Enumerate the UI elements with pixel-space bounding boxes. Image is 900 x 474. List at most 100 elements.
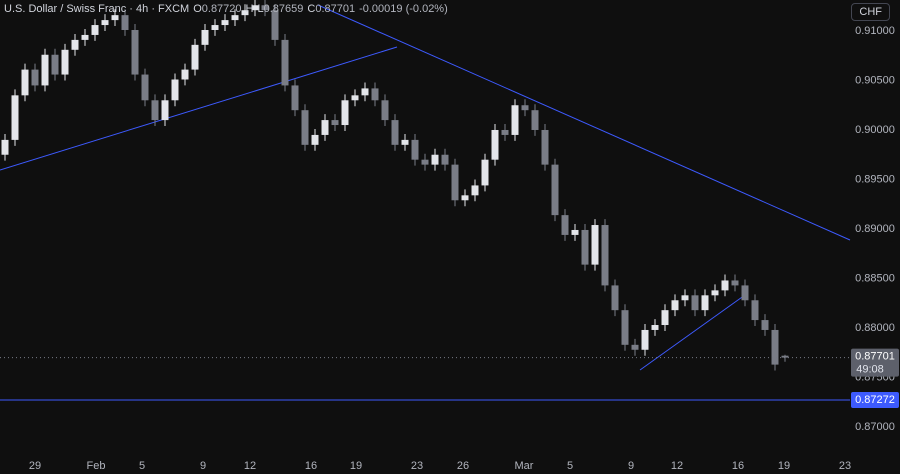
candle-body bbox=[471, 185, 479, 196]
candle-body bbox=[221, 20, 229, 26]
candle-body bbox=[501, 129, 509, 135]
candle-body bbox=[621, 310, 629, 345]
candle-body bbox=[321, 120, 329, 135]
y-tick-label: 0.89000 bbox=[855, 223, 895, 235]
candle-body bbox=[211, 25, 219, 30]
legend-value: 0.87720 bbox=[201, 3, 242, 15]
candle-body bbox=[31, 69, 39, 86]
candle-body bbox=[1, 139, 9, 155]
x-tick-label: 16 bbox=[732, 460, 744, 472]
candle-body bbox=[551, 164, 559, 216]
x-tick-label: 9 bbox=[200, 460, 206, 472]
x-tick-label: 29 bbox=[29, 460, 41, 472]
symbol: U.S. Dollar / Swiss Franc · 4h · FXCM bbox=[4, 3, 190, 15]
candle-body bbox=[641, 329, 649, 350]
candle-body bbox=[381, 100, 389, 121]
legend-item: C0.87701 bbox=[307, 3, 355, 15]
candle-body bbox=[451, 164, 459, 201]
candle-body bbox=[351, 95, 359, 101]
candle-body bbox=[561, 215, 569, 235]
candle-body bbox=[581, 229, 589, 265]
candle-body bbox=[121, 15, 129, 30]
candle-body bbox=[81, 34, 89, 40]
level-label: 0.87272 bbox=[855, 394, 895, 406]
candle-body bbox=[101, 20, 109, 26]
candle-body bbox=[691, 295, 699, 311]
candle-body bbox=[681, 295, 689, 301]
legend-label: O bbox=[193, 3, 202, 15]
currency-button[interactable]: CHF bbox=[851, 3, 890, 21]
last-price-label: 0.87701 bbox=[855, 350, 895, 362]
x-tick-label: 5 bbox=[567, 460, 573, 472]
x-tick-label: 26 bbox=[457, 460, 469, 472]
x-tick-label: 16 bbox=[305, 460, 317, 472]
y-tick-label: 0.90000 bbox=[855, 124, 895, 136]
countdown: 49:08 bbox=[856, 363, 884, 375]
x-tick-label: 12 bbox=[671, 460, 683, 472]
candle-body bbox=[461, 195, 469, 201]
candle-body bbox=[481, 159, 489, 186]
candle-body bbox=[161, 100, 169, 121]
candle-body bbox=[391, 120, 399, 145]
legend-change: -0.00019 (-0.02%) bbox=[359, 3, 448, 15]
legend-label: L bbox=[257, 3, 264, 15]
x-tick-label: 19 bbox=[778, 460, 790, 472]
candle-body bbox=[361, 88, 369, 96]
candle-body bbox=[41, 54, 49, 86]
candle-body bbox=[21, 69, 29, 96]
candle-body bbox=[601, 225, 609, 286]
legend-label: H bbox=[245, 3, 254, 15]
legend-value: 0.87701 bbox=[315, 3, 356, 15]
candle-body bbox=[491, 129, 499, 160]
candle-body bbox=[571, 229, 579, 235]
candle-body bbox=[371, 88, 379, 101]
candle-body bbox=[431, 154, 439, 165]
y-tick-label: 0.89500 bbox=[855, 173, 895, 185]
candle-body bbox=[231, 15, 239, 21]
candle-body bbox=[781, 355, 789, 358]
trend-line bbox=[0, 46, 398, 171]
candle-body bbox=[181, 69, 189, 80]
candle-body bbox=[401, 139, 409, 145]
candle-body bbox=[441, 154, 449, 165]
candle-body bbox=[151, 100, 159, 121]
legend-item: L0.87659 bbox=[257, 3, 303, 15]
candle-body bbox=[721, 280, 729, 291]
legend-item: O0.87720 bbox=[193, 3, 241, 15]
candle-body bbox=[511, 105, 519, 135]
candle-body bbox=[541, 129, 549, 165]
trend-line bbox=[317, 4, 851, 241]
candle-body bbox=[631, 344, 639, 350]
candle-body bbox=[651, 325, 659, 330]
legend-label: C bbox=[307, 3, 316, 15]
y-tick-label: 0.87000 bbox=[855, 421, 895, 433]
candle-body bbox=[201, 29, 209, 45]
y-tick-label: 0.90500 bbox=[855, 74, 895, 86]
candle-body bbox=[91, 25, 99, 35]
candle-body bbox=[171, 79, 179, 101]
candle-body bbox=[141, 74, 149, 101]
y-tick-label: 0.88500 bbox=[855, 272, 895, 284]
candle-body bbox=[531, 110, 539, 130]
candle-body bbox=[771, 329, 779, 365]
x-tick-label: 23 bbox=[839, 460, 851, 472]
candle-body bbox=[271, 10, 279, 40]
x-tick-label: 19 bbox=[350, 460, 362, 472]
candle-body bbox=[301, 110, 309, 145]
candle-body bbox=[701, 295, 709, 311]
candle-body bbox=[711, 290, 719, 296]
candle-body bbox=[671, 300, 679, 311]
candle-body bbox=[51, 54, 59, 75]
candle-body bbox=[291, 85, 299, 111]
candle-body bbox=[421, 159, 429, 165]
x-tick-label: Mar bbox=[515, 460, 534, 472]
x-tick-label: 12 bbox=[244, 460, 256, 472]
candle-body bbox=[661, 310, 669, 326]
candle-body bbox=[311, 134, 319, 145]
trend-line bbox=[639, 294, 746, 371]
candle-body bbox=[591, 225, 599, 265]
symbol-legend: U.S. Dollar / Swiss Franc · 4h · FXCM O0.… bbox=[4, 3, 452, 15]
candle-body bbox=[341, 100, 349, 126]
candle-body bbox=[131, 29, 139, 75]
